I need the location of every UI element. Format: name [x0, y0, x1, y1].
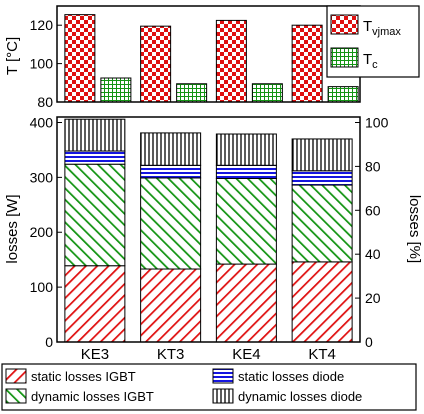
- category-label-ke3: KE3: [81, 346, 109, 363]
- losses-y-axis-label: losses [W]: [4, 194, 21, 263]
- losses-tick-label: 0: [45, 334, 53, 350]
- bar-static-losses-diode-ke4: [215, 164, 277, 179]
- legend-label-dynamic-igbt: dynamic losses IGBT: [31, 389, 154, 404]
- bar-tc-kt4: [327, 86, 359, 103]
- losses-legend-box: [1, 363, 417, 411]
- bar-static-losses-diode-kt3: [140, 164, 202, 179]
- bar-dynamic-losses-diode-kt3: [140, 132, 202, 166]
- bar-tvjmax-ke3: [64, 14, 96, 103]
- legend-swatch-dynamic-igbt: [5, 388, 27, 404]
- bar-tvjmax-ke4: [215, 19, 247, 103]
- legend-swatch-tvjmax: [330, 14, 359, 35]
- losses-right-y-axis-label: losses [%]: [406, 195, 423, 263]
- temperature-y-axis-label: T [°C]: [4, 37, 21, 75]
- losses-tick-label: 200: [30, 224, 54, 240]
- legend-label-static-diode: static losses diode: [238, 369, 344, 384]
- bar-dynamic-losses-igbt-kt3: [140, 177, 202, 270]
- bar-tc-ke3: [100, 77, 132, 103]
- bar-static-losses-igbt-kt4: [291, 261, 353, 343]
- bar-tvjmax-kt3: [140, 25, 172, 103]
- legend-swatch-dynamic-diode: [212, 388, 234, 404]
- losses-right-tick-label: 100: [365, 114, 389, 130]
- losses-bars: [64, 118, 353, 343]
- temperature-y-ticks: 80 100 120: [30, 17, 62, 110]
- bar-static-losses-diode-kt4: [291, 170, 353, 186]
- temperature-chart: 80 100 120 T [°C] Tvjmax Tc: [4, 5, 420, 110]
- bar-static-losses-igbt-ke4: [215, 263, 277, 343]
- category-label-kt4: KT4: [308, 346, 336, 363]
- bar-dynamic-losses-igbt-ke3: [64, 163, 126, 267]
- legend-label-tc: Tc: [363, 51, 378, 71]
- category-labels: KE3 KT3 KE4 KT4: [81, 346, 336, 363]
- bar-static-losses-igbt-kt3: [140, 268, 202, 343]
- temperature-tick-label: 80: [37, 94, 53, 110]
- losses-right-tick-label: 60: [365, 202, 381, 218]
- legend-swatch-tc: [330, 47, 359, 68]
- losses-y-ticks-left: 0 100 200 300 400: [30, 114, 62, 350]
- temperature-tick-label: 120: [30, 17, 54, 33]
- legend-label-tvjmax: Tvjmax: [363, 18, 401, 38]
- bar-tc-ke4: [251, 83, 283, 103]
- bar-dynamic-losses-diode-ke4: [215, 133, 277, 166]
- bar-static-losses-diode-ke3: [64, 150, 126, 165]
- bar-tvjmax-kt4: [291, 24, 323, 103]
- bar-dynamic-losses-diode-kt4: [291, 138, 353, 172]
- losses-right-tick-label: 40: [365, 246, 381, 262]
- legend-label-static-igbt: static losses IGBT: [31, 369, 136, 384]
- losses-right-tick-label: 20: [365, 290, 381, 306]
- losses-y-ticks-right: 0 20 40 60 80 100: [355, 114, 389, 350]
- bar-dynamic-losses-igbt-ke4: [215, 177, 277, 265]
- losses-tick-label: 300: [30, 169, 54, 185]
- legend-label-dynamic-diode: dynamic losses diode: [238, 389, 362, 404]
- losses-tick-label: 400: [30, 114, 54, 130]
- temperature-tick-label: 100: [30, 56, 54, 72]
- bar-dynamic-losses-igbt-kt4: [291, 184, 353, 263]
- category-label-kt3: KT3: [157, 346, 185, 363]
- losses-tick-label: 100: [30, 279, 54, 295]
- bar-tc-kt3: [176, 83, 208, 103]
- temperature-legend: Tvjmax Tc: [326, 5, 420, 78]
- temperature-bars: [64, 14, 359, 103]
- bar-dynamic-losses-diode-ke3: [64, 118, 126, 152]
- bar-static-losses-igbt-ke3: [64, 265, 126, 343]
- category-label-ke4: KE4: [232, 346, 260, 363]
- legend-swatch-static-diode: [212, 368, 234, 384]
- losses-axes-frame: [56, 116, 361, 343]
- losses-right-tick-label: 0: [365, 334, 373, 350]
- losses-legend: static losses IGBT dynamic losses IGBT s…: [1, 363, 417, 411]
- legend-swatch-static-igbt: [5, 368, 27, 384]
- losses-right-tick-label: 80: [365, 158, 381, 174]
